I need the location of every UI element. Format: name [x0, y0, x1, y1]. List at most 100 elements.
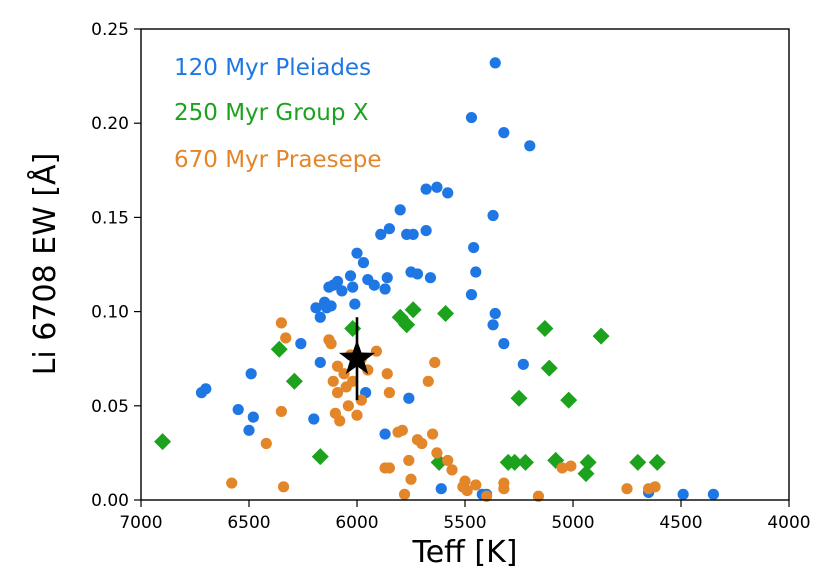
- x-tick-label: 7000: [119, 513, 162, 533]
- data-point-circle: [342, 400, 354, 412]
- data-point-circle: [277, 481, 290, 493]
- data-point-circle: [355, 394, 367, 406]
- data-point-circle: [524, 140, 536, 152]
- x-tick-label: 6500: [227, 513, 270, 533]
- data-point-diamond: [510, 389, 528, 407]
- data-point-circle: [349, 298, 361, 310]
- data-point-circle: [334, 415, 346, 427]
- data-point-circle: [649, 481, 661, 493]
- data-point-circle: [260, 437, 272, 450]
- data-point-circle: [331, 360, 344, 372]
- data-point-circle: [325, 338, 337, 350]
- data-point-diamond: [285, 372, 303, 390]
- data-point-circle: [442, 187, 454, 199]
- data-point-circle: [323, 281, 335, 293]
- data-point-circle: [351, 247, 363, 259]
- data-point-circle: [556, 462, 568, 474]
- data-point-diamond: [506, 453, 524, 471]
- data-point-circle: [321, 302, 333, 314]
- data-point-circle: [498, 127, 510, 139]
- data-point-circle: [470, 479, 482, 491]
- data-point-circle: [498, 338, 510, 350]
- data-point-circle: [481, 490, 493, 502]
- data-point-diamond: [592, 327, 610, 345]
- data-point-circle: [370, 345, 383, 357]
- data-point-circle: [295, 338, 307, 350]
- data-point-circle: [403, 392, 415, 404]
- data-point-circle: [396, 424, 408, 436]
- data-point-circle: [310, 302, 322, 314]
- legend-entry: 250 Myr Group X: [174, 100, 369, 126]
- data-point-circle: [381, 272, 393, 284]
- data-point-circle: [427, 428, 439, 440]
- data-point-diamond: [579, 453, 597, 471]
- data-point-circle: [461, 484, 473, 497]
- data-point-circle: [327, 375, 339, 387]
- x-tick-label: 4500: [659, 513, 702, 533]
- series-layer: [154, 57, 720, 502]
- data-point-circle: [383, 462, 395, 474]
- legend-entry: 670 Myr Praesepe: [174, 147, 381, 173]
- data-point-circle: [347, 281, 359, 293]
- data-point-circle: [243, 424, 255, 436]
- y-tick-label: 0.15: [91, 208, 129, 228]
- data-point-circle: [331, 387, 344, 399]
- data-point-diamond: [536, 320, 554, 338]
- data-point-circle: [411, 268, 424, 280]
- y-tick-label: 0.00: [91, 491, 129, 511]
- data-point-diamond: [648, 453, 666, 471]
- data-point-circle: [275, 405, 287, 418]
- data-point-circle: [465, 289, 478, 301]
- data-point-circle: [470, 266, 482, 278]
- data-point-circle: [314, 311, 326, 323]
- data-point-diamond: [398, 316, 416, 334]
- data-point-diamond: [154, 433, 172, 451]
- data-point-circle: [487, 319, 499, 331]
- annotation-layer: [338, 317, 376, 401]
- data-point-circle: [383, 387, 395, 399]
- data-point-circle: [375, 228, 387, 240]
- data-point-circle: [275, 317, 287, 329]
- data-point-diamond: [629, 453, 647, 471]
- data-point-circle: [489, 307, 501, 320]
- series-1: [154, 301, 666, 483]
- x-axis-title: Teff [K]: [412, 535, 518, 568]
- data-point-circle: [489, 57, 501, 69]
- data-point-circle: [468, 241, 480, 254]
- tick-layer: 7000 6500 6000 5500 5000 4500 4000 0.00 0.05 0.10…: [91, 20, 810, 533]
- data-point-circle: [420, 224, 432, 237]
- data-point-diamond: [540, 359, 558, 377]
- data-point-circle: [446, 464, 458, 476]
- data-point-circle: [379, 283, 391, 295]
- data-point-circle: [431, 447, 443, 459]
- y-tick-label: 0.05: [91, 397, 129, 417]
- data-point-circle: [517, 358, 529, 370]
- series-2: [226, 317, 661, 502]
- x-tick-label: 5000: [551, 513, 594, 533]
- data-point-circle: [422, 375, 434, 387]
- data-point-circle: [379, 428, 391, 440]
- data-point-circle: [442, 454, 454, 467]
- y-tick-label: 0.20: [91, 114, 129, 134]
- data-point-diamond: [437, 304, 455, 322]
- data-point-circle: [351, 409, 363, 421]
- data-point-circle: [383, 223, 395, 235]
- x-tick-label: 4000: [767, 513, 810, 533]
- data-point-diamond: [404, 301, 422, 319]
- data-point-circle: [226, 477, 238, 489]
- data-point-circle: [232, 403, 244, 416]
- data-point-diamond: [516, 453, 534, 471]
- data-point-circle: [420, 183, 432, 195]
- data-point-circle: [424, 272, 437, 284]
- data-point-circle: [707, 488, 720, 500]
- x-tick-label: 5500: [443, 513, 486, 533]
- data-point-diamond: [270, 340, 288, 358]
- data-point-diamond: [311, 448, 329, 466]
- data-point-circle: [200, 383, 212, 395]
- data-point-circle: [280, 332, 292, 344]
- y-tick-label: 0.10: [91, 303, 129, 323]
- data-point-circle: [621, 483, 633, 495]
- star-marker: [338, 339, 376, 375]
